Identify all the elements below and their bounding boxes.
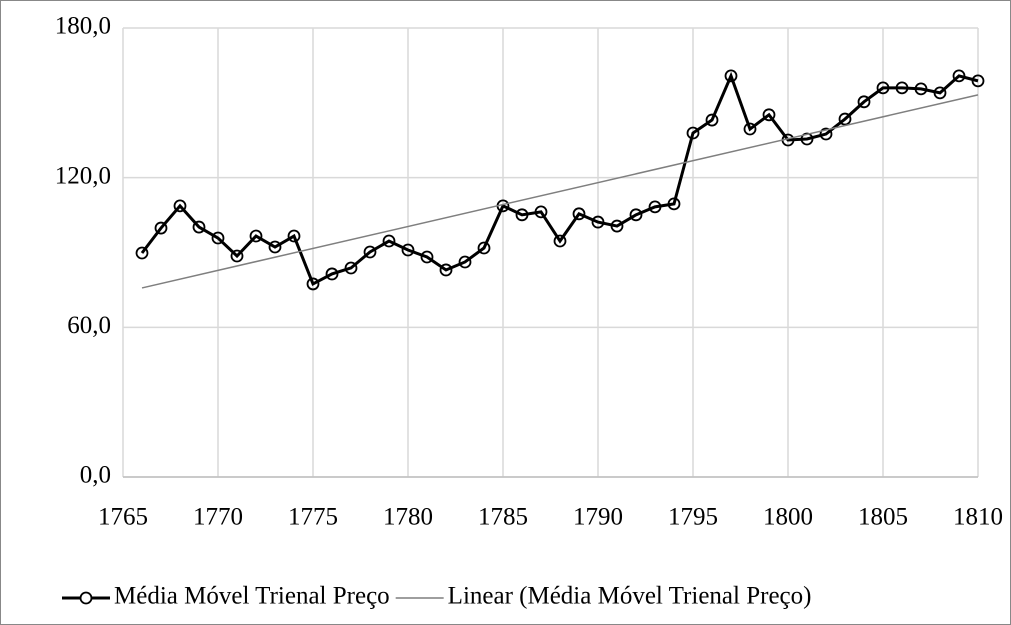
y-tick-label: 120,0	[55, 162, 111, 189]
data-point	[952, 69, 966, 83]
data-point	[705, 113, 719, 127]
data-point	[591, 215, 605, 229]
data-point	[857, 95, 871, 109]
x-tick-label: 1810	[953, 504, 1003, 531]
data-point	[876, 81, 890, 95]
data-point	[515, 208, 529, 222]
data-point	[192, 220, 206, 234]
x-tick-label: 1795	[668, 504, 718, 531]
data-point	[629, 208, 643, 222]
data-point	[382, 234, 396, 248]
data-point	[401, 243, 415, 257]
y-tick-label: 180,0	[55, 13, 111, 40]
data-point	[154, 221, 168, 235]
data-point	[762, 108, 776, 122]
data-line	[140, 71, 979, 287]
y-tick-label: 60,0	[67, 312, 111, 339]
data-point	[420, 250, 434, 264]
data-point	[173, 199, 187, 213]
data-point	[743, 122, 757, 136]
data-point	[572, 207, 586, 221]
data-point	[648, 200, 662, 214]
data-point	[553, 234, 567, 248]
data-point	[344, 261, 358, 275]
data-point	[933, 86, 947, 100]
legend-marker	[79, 591, 93, 605]
data-point	[838, 112, 852, 126]
data-point	[306, 277, 320, 291]
data-point	[534, 205, 548, 219]
trend-line	[141, 94, 979, 289]
x-tick-label: 1780	[383, 504, 433, 531]
data-point	[895, 81, 909, 95]
data-point	[686, 126, 700, 140]
data-point	[325, 267, 339, 281]
data-point	[914, 82, 928, 96]
data-point	[971, 74, 985, 88]
data-point	[819, 127, 833, 141]
legend-label: Linear (Média Móvel Trienal Preço)	[448, 583, 812, 610]
legend-label: Média Móvel Trienal Preço	[114, 583, 390, 610]
data-point	[249, 229, 263, 243]
x-tick-label: 1785	[478, 504, 528, 531]
data-point	[610, 219, 624, 233]
data-point	[363, 245, 377, 259]
x-tick-label: 1790	[573, 504, 623, 531]
data-point	[800, 132, 814, 146]
data-point	[268, 240, 282, 254]
data-point	[135, 246, 149, 260]
x-tick-label: 1800	[763, 504, 813, 531]
data-point	[230, 249, 244, 263]
x-tick-label: 1765	[98, 504, 148, 531]
data-point	[477, 241, 491, 255]
x-tick-label: 1775	[288, 504, 338, 531]
data-point	[458, 255, 472, 269]
x-tick-label: 1805	[858, 504, 908, 531]
data-point	[667, 197, 681, 211]
x-tick-label: 1770	[193, 504, 243, 531]
data-point	[287, 229, 301, 243]
data-point	[724, 69, 738, 83]
data-point	[439, 263, 453, 277]
y-tick-label: 0,0	[80, 462, 111, 489]
data-point	[211, 231, 225, 245]
